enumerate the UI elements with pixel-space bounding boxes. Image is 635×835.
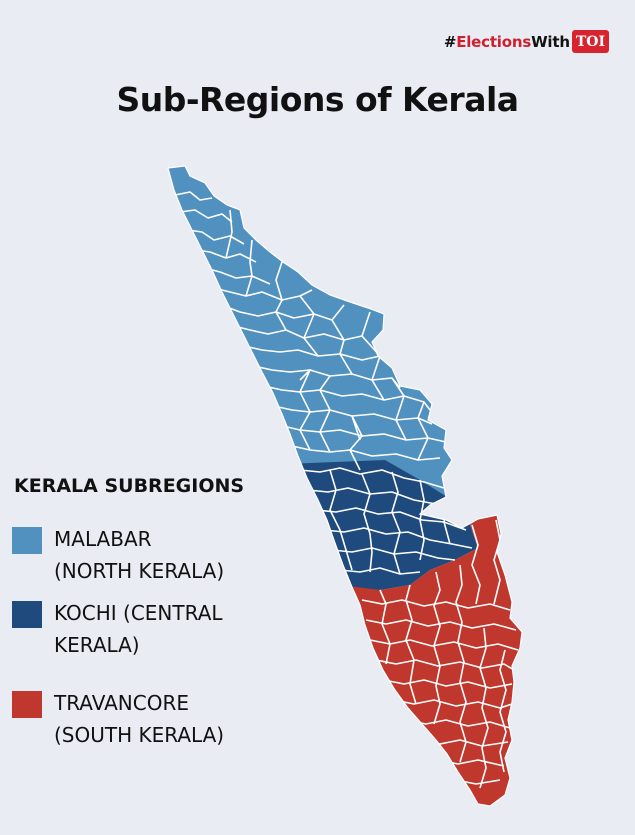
toi-logo: TOI [571,30,609,53]
brand-hashtag: #ElectionsWith [443,32,570,51]
legend-label-travancore: TRAVANCORE (SOUTH KERALA) [54,691,225,747]
legend-swatch-malabar [12,527,42,554]
constituency-boundaries [174,191,519,789]
page-title: Sub-Regions of Kerala [116,80,519,119]
legend-label-kochi: KOCHI (CENTRAL KERALA) [54,601,223,657]
legend-swatch-kochi [12,601,42,628]
legend-label-malabar: MALABAR (NORTH KERALA) [54,527,225,583]
legend-title: KERALA SUBREGIONS [14,475,245,497]
elections-with-toi-brand: #ElectionsWith TOI [444,30,609,53]
legend-swatch-travancore [12,691,42,718]
